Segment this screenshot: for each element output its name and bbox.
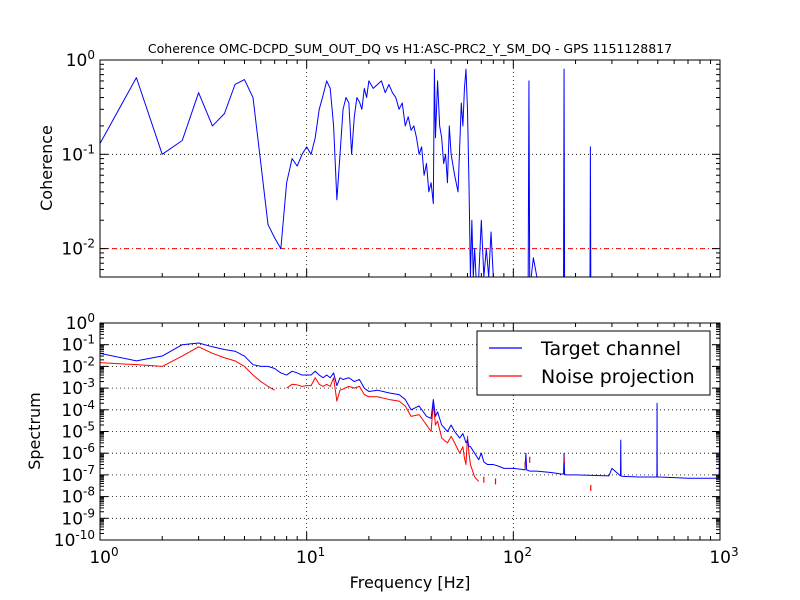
spectrum-panel: 10010-110-210-310-410-510-610-710-810-91… bbox=[25, 311, 739, 592]
spectrum-y-label: Spectrum bbox=[25, 392, 44, 470]
y-tick-label: 10-1 bbox=[61, 333, 95, 356]
x-axis-label: Frequency [Hz] bbox=[350, 573, 471, 592]
y-tick-label: 10-5 bbox=[61, 420, 95, 443]
y-tick-label: 10-4 bbox=[61, 398, 95, 421]
coherence-series bbox=[100, 68, 592, 277]
spectrum-series bbox=[100, 342, 720, 491]
legend-label-noise: Noise projection bbox=[541, 366, 695, 388]
y-tick-label: 10-7 bbox=[61, 463, 95, 486]
y-tick-label: 10-2 bbox=[61, 237, 95, 260]
coherence-y-label: Coherence bbox=[37, 125, 56, 211]
y-tick-label: 10-1 bbox=[61, 142, 95, 165]
legend-label-target: Target channel bbox=[540, 338, 681, 360]
y-tick-label: 10-9 bbox=[61, 506, 95, 529]
coherence-ticks: 100 10-1 10-2 bbox=[61, 48, 721, 278]
chart-title: Coherence OMC-DCPD_SUM_OUT_DQ vs H1:ASC-… bbox=[148, 41, 672, 56]
spectrum-ticks: 10010-110-210-310-410-510-610-710-810-91… bbox=[54, 311, 739, 568]
y-tick-label: 10-6 bbox=[61, 441, 95, 464]
x-tick-label: 103 bbox=[709, 545, 738, 568]
legend: Target channel Noise projection bbox=[476, 330, 711, 396]
x-tick-label: 100 bbox=[89, 545, 118, 568]
y-tick-label: 10-3 bbox=[61, 376, 95, 399]
legend-box bbox=[476, 330, 711, 396]
x-tick-label: 101 bbox=[296, 545, 325, 568]
y-tick-label: 100 bbox=[66, 311, 95, 334]
x-tick-label: 102 bbox=[503, 545, 532, 568]
series-line bbox=[100, 68, 592, 277]
series-line-target-channel bbox=[100, 342, 720, 479]
series-line-noise-projection bbox=[100, 346, 480, 482]
coherence-panel: 100 10-1 10-2 Coherence bbox=[37, 48, 721, 278]
y-tick-label: 10-8 bbox=[61, 485, 95, 508]
y-tick-label: 10-10 bbox=[54, 528, 95, 551]
y-tick-label: 10-2 bbox=[61, 354, 95, 377]
y-tick-label: 100 bbox=[66, 48, 95, 71]
